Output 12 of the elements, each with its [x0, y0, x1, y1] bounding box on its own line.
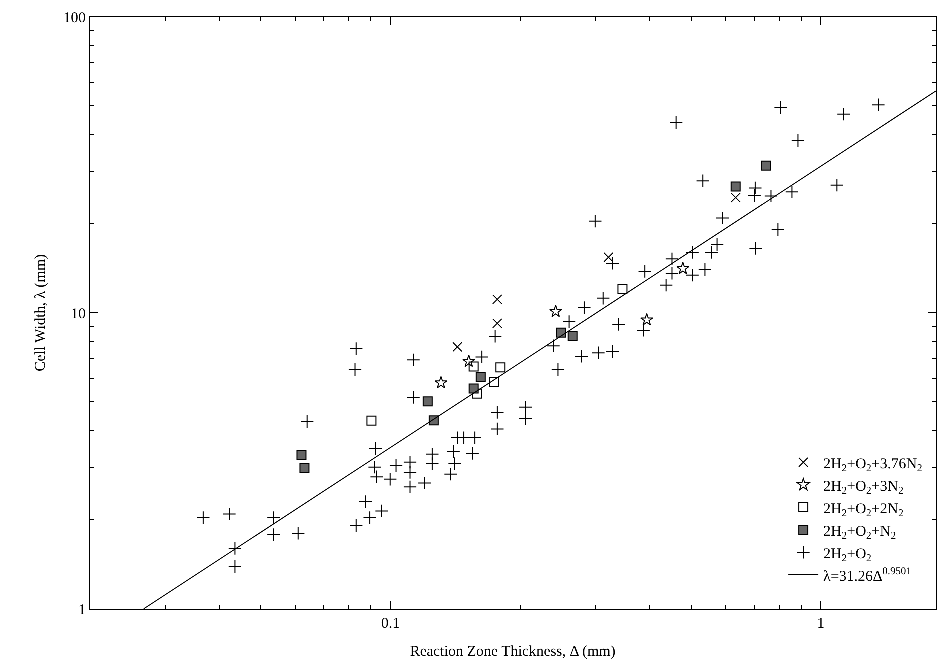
legend-label: 2H$_{2}$+O$_{2}$+3N$_{2}$: [824, 478, 904, 497]
legend-label: λ=31.26Δ$^{0.9501}$: [824, 566, 912, 585]
legend-label: 2H$_{2}$+O$_{2}$+N$_{2}$: [824, 524, 896, 542]
x-tick-label: 0.1: [381, 616, 400, 632]
legend-label: 2H$_{2}$+O$_{2}$+3.76N$_{2}$: [824, 456, 922, 474]
legend-label: 2H$_{2}$+O$_{2}$: [824, 546, 872, 564]
y-tick-label: 100: [64, 10, 86, 26]
y-tick-label: 1: [78, 602, 86, 618]
y-tick-label: 10: [71, 306, 86, 322]
y-axis-title: Cell Width, λ (mm): [32, 254, 49, 372]
x-axis-title: Reaction Zone Thickness, Δ (mm): [410, 644, 616, 660]
legend-label: 2H$_{2}$+O$_{2}$+2N$_{2}$: [824, 501, 904, 520]
